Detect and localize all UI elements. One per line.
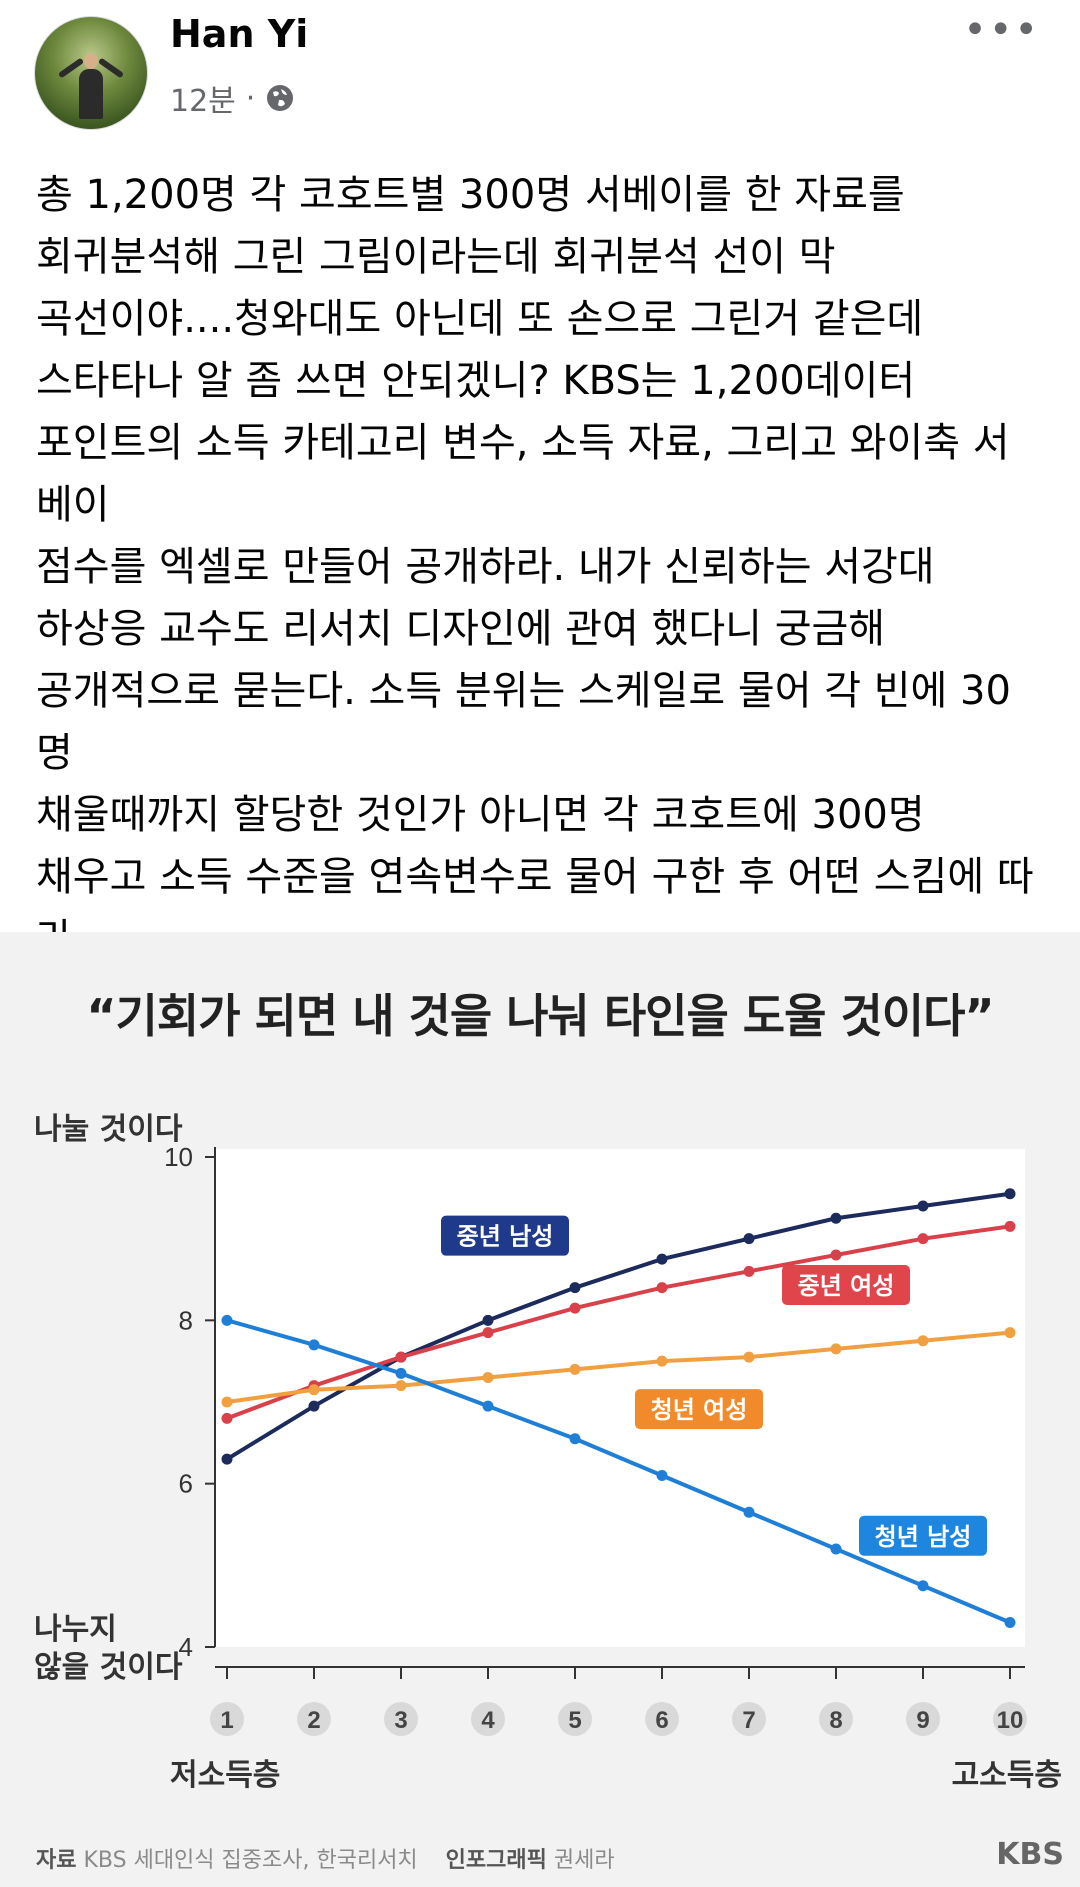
- plot-background: [215, 1149, 1025, 1647]
- data-point: [830, 1212, 842, 1224]
- data-point: [656, 1355, 668, 1367]
- series-label: 중년 남성: [457, 1223, 554, 1251]
- x-tick-badge: [558, 1702, 592, 1736]
- x-tick-badge: [993, 1702, 1027, 1736]
- data-point: [1004, 1327, 1016, 1339]
- series-label-box: [635, 1389, 763, 1430]
- x-tick-badge: [297, 1702, 331, 1736]
- post-meta: 12분 ·: [170, 76, 295, 120]
- y-tick-label: 10: [164, 1142, 193, 1172]
- data-point: [743, 1233, 755, 1245]
- kbs-logo: KBS: [996, 1837, 1064, 1872]
- x-tick-badge: [471, 1702, 505, 1736]
- x-tick-badge: [732, 1702, 766, 1736]
- x-label-right: 고소득층: [952, 1758, 1062, 1793]
- x-tick-label: 4: [481, 1707, 495, 1734]
- data-point: [308, 1384, 320, 1396]
- avatar[interactable]: [34, 16, 148, 130]
- series-label-box: [782, 1265, 910, 1305]
- data-point: [656, 1253, 668, 1265]
- data-point: [395, 1351, 407, 1363]
- data-point: [482, 1400, 494, 1412]
- x-tick-badge: [906, 1702, 940, 1736]
- meta-separator: ·: [245, 80, 256, 116]
- chart-image: “기회가 되면 내 것을 나눠 타인을 도울 것이다” 4 6 8 10 1 2 3 4 5 6 7…: [0, 932, 1080, 1887]
- x-tick-label: 3: [394, 1707, 407, 1734]
- more-options-button[interactable]: •••: [963, 7, 1040, 53]
- data-point: [221, 1453, 233, 1465]
- data-point: [221, 1314, 233, 1326]
- data-point: [743, 1506, 755, 1518]
- data-point: [830, 1249, 842, 1261]
- x-tick-badge: [384, 1702, 418, 1736]
- data-point: [482, 1314, 494, 1326]
- x-tick-label: 2: [307, 1707, 320, 1734]
- x-tick-label: 1: [220, 1707, 233, 1734]
- chart-source: 자료 KBS 세대인식 집중조사, 한국리서치 인포그래픽 권세라: [36, 1848, 615, 1873]
- data-point: [308, 1339, 320, 1351]
- x-tick-badge: [210, 1702, 244, 1736]
- y-tick-label: 6: [179, 1469, 193, 1499]
- data-point: [656, 1470, 668, 1481]
- data-point: [308, 1400, 320, 1412]
- data-point: [917, 1200, 929, 1212]
- series-line: [226, 1330, 1011, 1404]
- data-point: [395, 1380, 407, 1392]
- data-point: [569, 1302, 581, 1314]
- data-point: [395, 1367, 407, 1379]
- data-point: [743, 1351, 755, 1363]
- x-tick-label: 8: [829, 1707, 842, 1734]
- x-tick-label: 6: [655, 1707, 668, 1734]
- data-point: [569, 1363, 581, 1375]
- y-label-bottom: 나누지: [34, 1612, 117, 1647]
- data-point: [917, 1335, 929, 1347]
- y-label-bottom: 않을 것이다: [34, 1650, 183, 1685]
- data-point: [830, 1543, 842, 1555]
- data-point: [569, 1282, 581, 1294]
- data-point: [221, 1412, 233, 1424]
- y-tick-label: 8: [179, 1305, 193, 1335]
- x-label-left: 저소득층: [170, 1758, 280, 1793]
- x-tick-label: 5: [568, 1707, 581, 1734]
- x-tick-label: 10: [997, 1707, 1024, 1734]
- globe-icon[interactable]: [265, 83, 295, 113]
- data-point: [1004, 1617, 1016, 1628]
- data-point: [1004, 1188, 1016, 1200]
- author-name[interactable]: Han Yi: [170, 12, 309, 56]
- series-label: 청년 남성: [875, 1523, 972, 1551]
- series-line: [226, 1318, 1011, 1625]
- data-point: [569, 1433, 581, 1445]
- data-point: [656, 1282, 668, 1294]
- x-tick-label: 7: [742, 1707, 755, 1734]
- data-point: [1004, 1220, 1016, 1232]
- series-line: [226, 1224, 1011, 1421]
- x-tick-badge: [819, 1702, 853, 1736]
- data-point: [221, 1396, 233, 1408]
- post-header: Han Yi 12분 · •••: [0, 0, 1080, 140]
- data-point: [917, 1580, 929, 1592]
- x-tick-badge: [645, 1702, 679, 1736]
- y-label-top: 나눌 것이다: [34, 1112, 183, 1147]
- data-point: [482, 1372, 494, 1383]
- series-label-box: [859, 1515, 987, 1556]
- data-point: [917, 1233, 929, 1245]
- series-label: 중년 여성: [798, 1272, 895, 1300]
- data-point: [743, 1265, 755, 1277]
- chart-title: “기회가 되면 내 것을 나눠 타인을 도울 것이다”: [86, 989, 994, 1043]
- y-tick-label: 4: [179, 1632, 193, 1662]
- data-point: [830, 1343, 842, 1355]
- series-label-box: [441, 1215, 569, 1256]
- data-point: [482, 1327, 494, 1339]
- series-line: [225, 1191, 1011, 1461]
- x-tick-label: 9: [916, 1707, 929, 1734]
- timestamp[interactable]: 12분: [170, 84, 236, 119]
- series-label: 청년 여성: [651, 1396, 748, 1424]
